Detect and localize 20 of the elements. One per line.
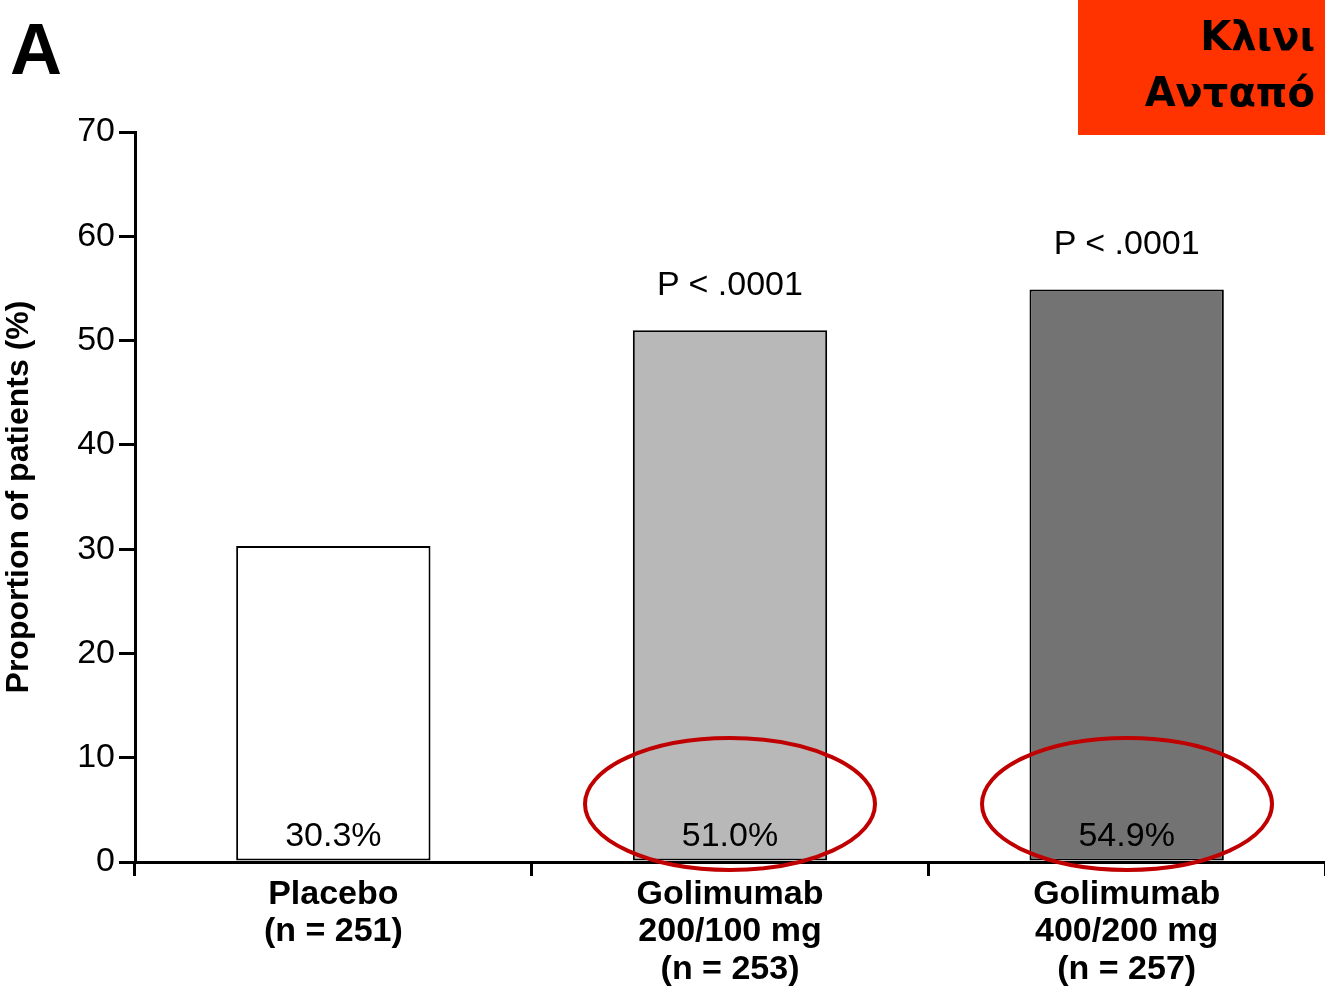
y-tick-label: 0: [96, 840, 115, 879]
chart-title: Κλινι: [1199, 12, 1315, 61]
y-tick-label: 50: [77, 318, 115, 357]
x-tick-label: Placebo (n = 251): [263, 873, 403, 949]
y-axis-title: Proportion of patients (%): [0, 300, 36, 694]
y-tick-label: 20: [77, 631, 115, 670]
y-tick-label: 70: [77, 110, 115, 149]
annotation: P < .0001: [1053, 222, 1200, 261]
x-tick-label: Golimumab 200/100 mg (n = 253): [636, 873, 824, 986]
x-tick-label: Golimumab 400/200 mg (n = 257): [1033, 873, 1221, 986]
y-tick-label: 10: [77, 736, 115, 775]
y-tick-label: 30: [77, 527, 115, 566]
data-label: 54.9%: [1078, 815, 1175, 853]
annotation: P < .0001: [657, 263, 803, 302]
y-tick-label: 40: [77, 423, 115, 462]
chart-subtitle: Ανταπό: [1143, 68, 1315, 117]
data-label: 30.3%: [285, 815, 382, 853]
y-tick-label: 60: [77, 214, 115, 253]
data-label: 51.0%: [681, 815, 779, 853]
text: A: [10, 8, 62, 90]
